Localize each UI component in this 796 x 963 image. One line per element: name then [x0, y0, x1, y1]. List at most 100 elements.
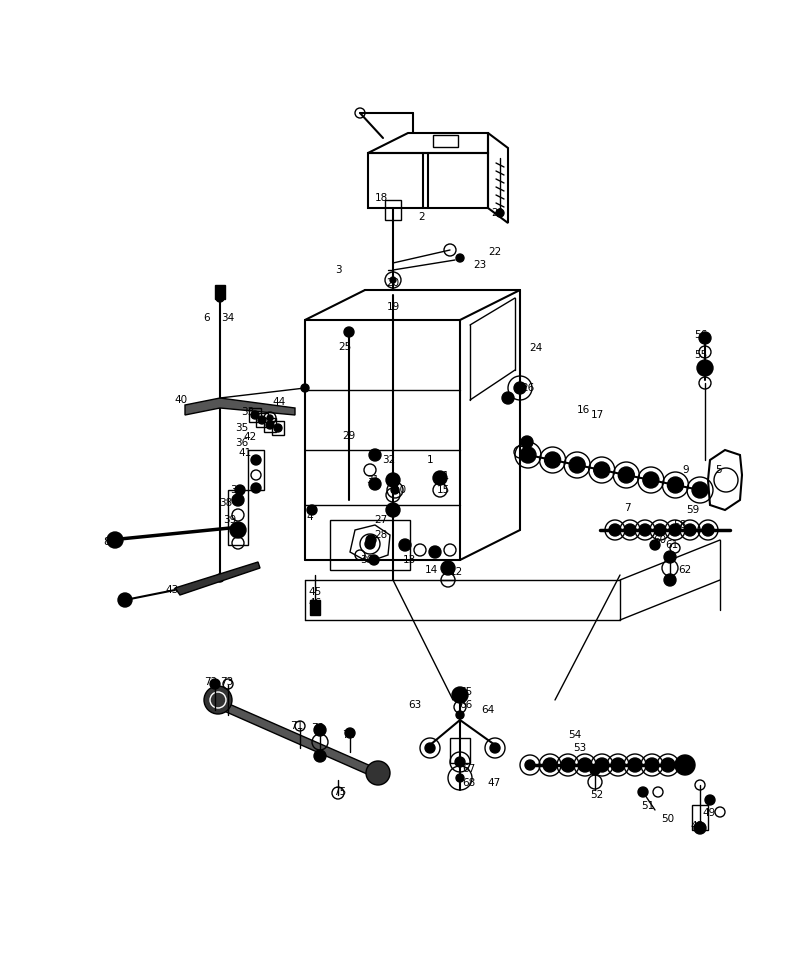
Circle shape — [569, 457, 585, 473]
Circle shape — [386, 503, 400, 517]
Text: 9: 9 — [683, 465, 689, 475]
Circle shape — [216, 294, 224, 302]
Circle shape — [251, 483, 261, 493]
Text: 8: 8 — [103, 537, 111, 547]
Circle shape — [643, 472, 659, 488]
Text: 1: 1 — [427, 455, 433, 465]
Circle shape — [525, 760, 535, 770]
Circle shape — [452, 687, 468, 703]
Circle shape — [455, 757, 465, 767]
Text: 10: 10 — [393, 485, 407, 495]
Circle shape — [595, 758, 609, 772]
Circle shape — [514, 382, 526, 394]
Bar — [330, 520, 410, 570]
Text: 66: 66 — [459, 700, 473, 710]
Text: 49: 49 — [702, 808, 716, 818]
Circle shape — [578, 758, 592, 772]
Text: 19: 19 — [386, 302, 400, 312]
Circle shape — [369, 449, 381, 461]
Text: 63: 63 — [408, 700, 422, 710]
Text: 30: 30 — [361, 555, 373, 565]
Text: 15: 15 — [436, 485, 450, 495]
Text: 54: 54 — [568, 730, 582, 740]
Circle shape — [645, 758, 659, 772]
Circle shape — [118, 593, 132, 607]
Circle shape — [684, 524, 696, 536]
Circle shape — [654, 524, 666, 536]
Text: 47: 47 — [487, 778, 501, 788]
Bar — [272, 421, 284, 435]
Circle shape — [274, 424, 282, 432]
Text: 26: 26 — [521, 383, 535, 393]
Circle shape — [216, 574, 224, 582]
Circle shape — [429, 546, 441, 558]
Circle shape — [107, 532, 123, 548]
Text: 42: 42 — [244, 432, 256, 442]
Text: 28: 28 — [374, 530, 388, 540]
Text: 39: 39 — [224, 515, 236, 525]
Text: 29: 29 — [342, 431, 356, 441]
Circle shape — [624, 524, 636, 536]
Bar — [264, 418, 276, 432]
Bar — [385, 200, 401, 220]
Text: 27: 27 — [374, 515, 388, 525]
Circle shape — [235, 485, 245, 495]
Circle shape — [456, 254, 464, 262]
Circle shape — [609, 524, 621, 536]
Circle shape — [391, 486, 399, 494]
Circle shape — [301, 384, 309, 392]
Circle shape — [694, 822, 706, 834]
Text: 31: 31 — [366, 475, 380, 485]
Circle shape — [669, 524, 681, 536]
Circle shape — [664, 574, 676, 586]
Circle shape — [594, 462, 610, 478]
Text: 7: 7 — [624, 503, 630, 513]
Text: 11: 11 — [436, 471, 450, 481]
Circle shape — [590, 765, 600, 775]
Text: 62: 62 — [678, 565, 692, 575]
Circle shape — [314, 750, 326, 762]
Circle shape — [490, 743, 500, 753]
Text: 59: 59 — [686, 505, 700, 515]
Circle shape — [399, 539, 411, 551]
Circle shape — [611, 758, 625, 772]
Bar — [310, 600, 320, 615]
Text: 40: 40 — [174, 395, 188, 405]
Circle shape — [561, 758, 575, 772]
Polygon shape — [185, 398, 295, 415]
Text: 45: 45 — [308, 587, 322, 597]
Text: 41: 41 — [238, 448, 252, 458]
Text: 25: 25 — [338, 342, 352, 352]
Text: 37: 37 — [230, 485, 244, 495]
Bar — [215, 285, 225, 299]
Text: 44: 44 — [272, 397, 286, 407]
Circle shape — [441, 561, 455, 575]
Text: 61: 61 — [665, 540, 679, 550]
Text: 18: 18 — [374, 193, 388, 203]
Circle shape — [664, 551, 676, 563]
Circle shape — [266, 421, 274, 429]
Circle shape — [628, 758, 642, 772]
Bar — [450, 738, 470, 763]
Circle shape — [697, 360, 713, 376]
Circle shape — [496, 209, 504, 217]
Text: 75: 75 — [334, 787, 346, 797]
Circle shape — [520, 447, 536, 463]
Bar — [228, 490, 248, 545]
Text: 65: 65 — [459, 687, 473, 697]
Text: 48: 48 — [690, 821, 704, 831]
Circle shape — [267, 415, 273, 421]
Circle shape — [345, 728, 355, 738]
Circle shape — [543, 758, 557, 772]
Circle shape — [639, 524, 651, 536]
Text: 2: 2 — [419, 212, 425, 222]
Circle shape — [258, 416, 266, 424]
Bar — [692, 805, 708, 830]
Text: 70: 70 — [311, 723, 325, 733]
Bar — [433, 135, 458, 147]
Text: 72: 72 — [205, 677, 217, 687]
Circle shape — [456, 711, 464, 719]
Circle shape — [251, 411, 259, 419]
Circle shape — [369, 555, 379, 565]
Text: 17: 17 — [591, 410, 603, 420]
